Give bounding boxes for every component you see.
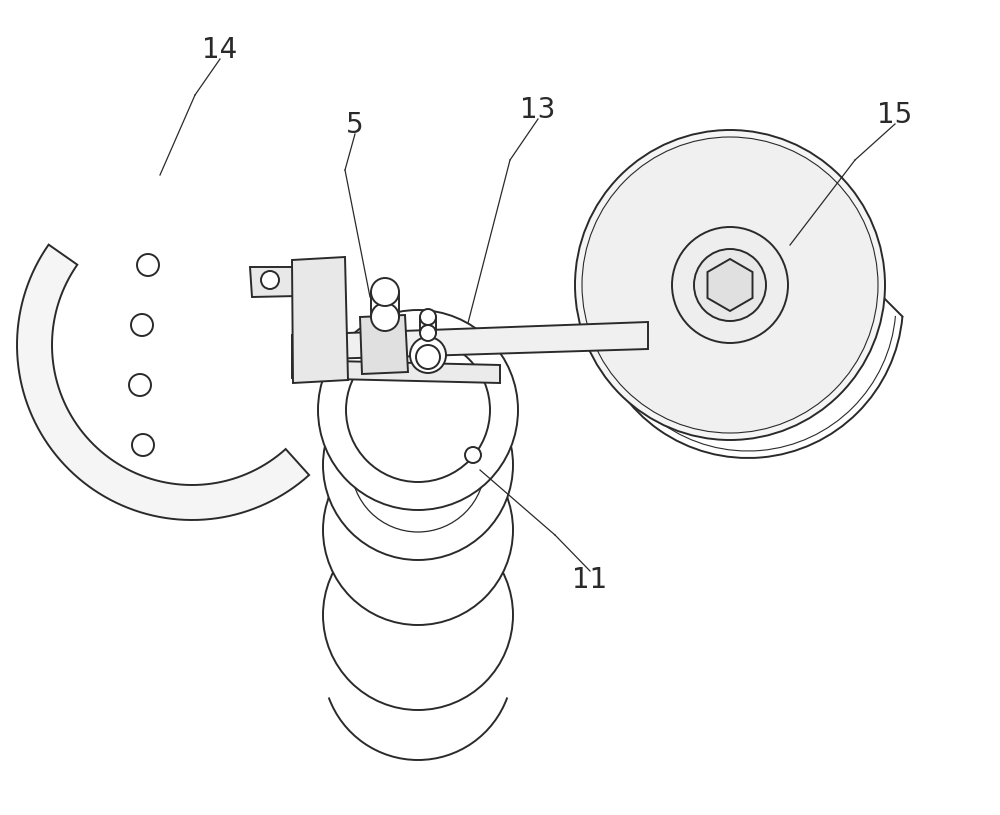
Polygon shape	[292, 322, 648, 360]
Circle shape	[129, 374, 151, 396]
Circle shape	[131, 314, 153, 336]
Circle shape	[261, 271, 279, 289]
Circle shape	[582, 137, 878, 433]
Circle shape	[575, 130, 885, 440]
Circle shape	[420, 325, 436, 341]
Circle shape	[346, 338, 490, 482]
Circle shape	[416, 345, 440, 369]
Circle shape	[323, 520, 513, 710]
Polygon shape	[250, 267, 343, 297]
Polygon shape	[292, 257, 348, 383]
Text: 13: 13	[520, 96, 556, 124]
Circle shape	[132, 434, 154, 456]
Circle shape	[694, 249, 766, 321]
Polygon shape	[17, 244, 309, 520]
Text: 11: 11	[572, 566, 608, 594]
Circle shape	[371, 278, 399, 306]
Circle shape	[318, 310, 518, 510]
Text: 15: 15	[877, 101, 913, 129]
Circle shape	[371, 303, 399, 331]
Circle shape	[137, 254, 159, 276]
Circle shape	[351, 398, 485, 532]
Text: 5: 5	[346, 111, 364, 139]
Polygon shape	[292, 360, 500, 383]
Polygon shape	[707, 259, 753, 311]
Circle shape	[323, 435, 513, 625]
Circle shape	[465, 447, 481, 463]
Circle shape	[323, 370, 513, 560]
Text: 14: 14	[202, 36, 238, 64]
Circle shape	[410, 337, 446, 373]
Circle shape	[672, 227, 788, 343]
Polygon shape	[360, 315, 408, 374]
Circle shape	[420, 309, 436, 325]
